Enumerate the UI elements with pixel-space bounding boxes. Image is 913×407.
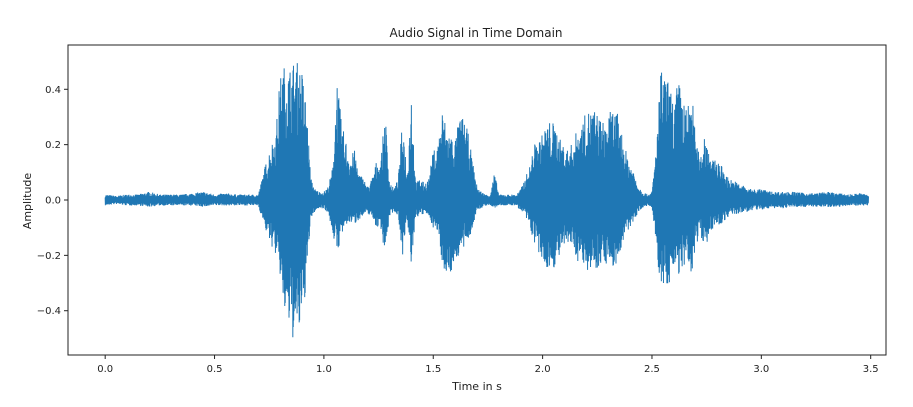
chart-title: Audio Signal in Time Domain xyxy=(389,26,562,40)
y-tick-label: −0.2 xyxy=(37,251,61,262)
y-tick-label: 0.2 xyxy=(45,140,61,151)
x-tick-label: 2.5 xyxy=(644,364,660,375)
x-tick-label: 1.0 xyxy=(316,364,332,375)
y-tick-label: −0.4 xyxy=(37,306,61,317)
y-axis: 0.4 0.2 0.0 −0.2 −0.4 xyxy=(37,85,68,317)
x-axis: 0.0 0.5 1.0 1.5 2.0 2.5 3.0 3.5 xyxy=(97,355,879,375)
waveform-series xyxy=(104,63,869,338)
x-tick-label: 0.0 xyxy=(97,364,113,375)
x-tick-label: 0.5 xyxy=(207,364,223,375)
x-tick-label: 3.5 xyxy=(863,364,879,375)
x-tick-label: 3.0 xyxy=(753,364,769,375)
x-tick-label: 2.0 xyxy=(535,364,551,375)
y-tick-label: 0.4 xyxy=(45,85,61,96)
y-axis-label: Amplitude xyxy=(21,173,34,230)
y-tick-label: 0.0 xyxy=(45,196,61,207)
x-tick-label: 1.5 xyxy=(425,364,441,375)
plot-area xyxy=(104,63,869,338)
x-axis-label: Time in s xyxy=(451,380,502,393)
